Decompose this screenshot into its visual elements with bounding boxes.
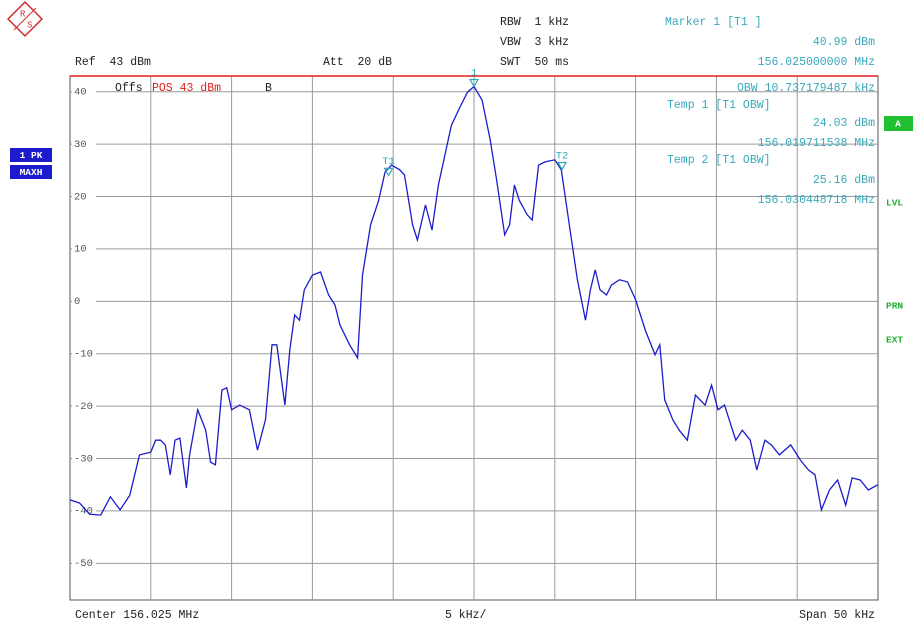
tick-label-bg (72, 295, 96, 308)
marker (557, 161, 568, 171)
tick-label-bg (72, 242, 96, 255)
marker-label: 1 (471, 67, 477, 79)
y-tick-label: 30 (74, 139, 87, 151)
marker (468, 78, 480, 88)
marker-readout: 40.99 dBm (813, 36, 875, 49)
offset-label: B (265, 82, 272, 95)
tick-label-bg (72, 452, 96, 465)
tick-label-bg (72, 557, 96, 570)
marker-label: T1 (382, 156, 395, 168)
marker-readout: 25.16 dBm (813, 174, 875, 187)
logo-letter: R (20, 9, 26, 19)
trace-box (10, 148, 52, 162)
marker (383, 167, 394, 177)
indicator-box (884, 116, 913, 131)
marker-readout: 156.019711538 MHz (758, 137, 875, 150)
division: 5 kHz/ (445, 609, 487, 622)
y-tick-label: 40 (74, 87, 87, 99)
tick-label-bg (72, 400, 96, 413)
vbw: VBW 3 kHz (500, 36, 569, 49)
trace-indicator: 1 PK (20, 150, 43, 161)
y-tick-label: -50 (74, 558, 93, 570)
limit-label: POS 43 dBm (152, 82, 221, 95)
rbw: RBW 1 kHz (500, 16, 569, 29)
y-tick-label: 0 (74, 296, 80, 308)
tick-label-bg (72, 85, 96, 98)
logo-slash (13, 7, 37, 31)
plot: 40 30 20 10 0 -10 -20 -30 -40 -50 1 T1 T2 (69, 67, 879, 601)
marker-readout: Temp 1 [T1 OBW] (667, 99, 771, 112)
indicator: EXT (886, 335, 903, 346)
y-tick-label: -20 (74, 401, 93, 413)
swt: SWT 50 ms (500, 56, 569, 69)
y-tick-label: 20 (74, 191, 87, 203)
y-tick-label: -40 (74, 506, 93, 518)
logo: R S (6, 0, 44, 38)
y-tick-label: 10 (74, 244, 87, 256)
tick-label-bg (72, 190, 96, 203)
span: Span 50 kHz (799, 609, 875, 622)
marker-readout: OBW 10.737179487 kHz (737, 82, 875, 95)
attenuation: Att 20 dB (323, 56, 392, 69)
ref-level: Ref 43 dBm (75, 56, 151, 69)
marker-readout: Marker 1 [T1 ] (665, 16, 762, 29)
y-tick-label: -10 (74, 349, 93, 361)
logo-letter: S (27, 20, 32, 30)
indicator: PRN (886, 301, 903, 312)
offset-label: Offs (115, 82, 143, 95)
overlay: Offs POS 43 dBm B Marker 1 [T1 ] 40.99 d… (115, 16, 875, 207)
trace-box (10, 165, 52, 179)
marker-readout: 156.030448718 MHz (758, 194, 875, 207)
marker-readout: 24.03 dBm (813, 117, 875, 130)
trace (69, 85, 879, 516)
tick-label-bg (72, 347, 96, 360)
center-frequency: Center 156.025 MHz (75, 609, 199, 622)
tick-label-bg (72, 138, 96, 151)
marker-readout: Temp 2 [T1 OBW] (667, 154, 771, 167)
y-tick-label: -30 (74, 453, 93, 465)
indicator: LVL (886, 198, 903, 209)
marker-readout: 156.025000000 MHz (758, 56, 875, 69)
marker-label: T2 (556, 150, 569, 162)
indicator: A (895, 119, 901, 130)
trace-indicator: MAXH (20, 167, 43, 178)
